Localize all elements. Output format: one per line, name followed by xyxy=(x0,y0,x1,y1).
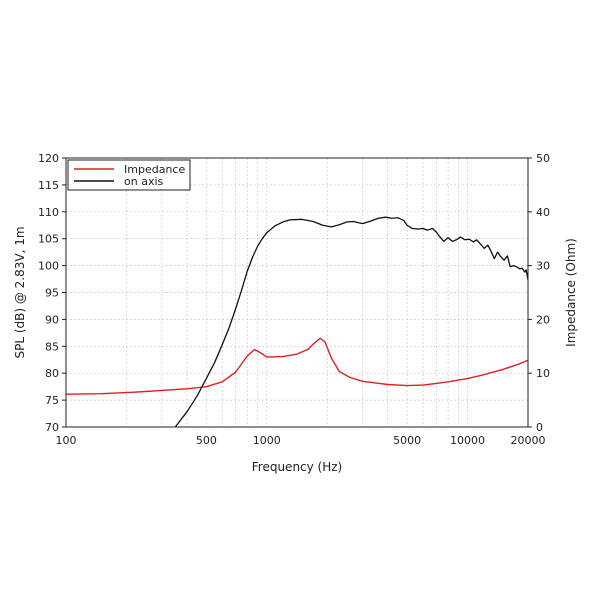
ticks: 100 500 1000 5000 10000 200007075808590951001… xyxy=(38,152,550,447)
y-tick-label: 105 xyxy=(38,233,59,246)
legend-label-on-axis: on axis xyxy=(124,175,164,188)
series-line-impedance xyxy=(66,337,528,395)
y2-tick-label: 50 xyxy=(536,152,550,165)
y-tick-label: 100 xyxy=(38,260,59,273)
x-tick-label: 20000 xyxy=(511,434,546,447)
x-tick-label: 500 xyxy=(196,434,217,447)
y2-tick-label: 10 xyxy=(536,367,550,380)
x-axis-title: Frequency (Hz) xyxy=(252,460,343,474)
y-tick-label: 85 xyxy=(45,340,59,353)
y2-tick-label: 30 xyxy=(536,260,550,273)
y-tick-label: 70 xyxy=(45,421,59,434)
legend: Impedance on axis xyxy=(67,159,191,191)
y2-axis-title: Impedance (Ohm) xyxy=(564,238,578,347)
x-tick-label: 100 xyxy=(56,434,77,447)
y-tick-label: 80 xyxy=(45,367,59,380)
y2-tick-label: 40 xyxy=(536,206,550,219)
grid xyxy=(66,158,528,427)
y-tick-label: 95 xyxy=(45,287,59,300)
y-tick-label: 90 xyxy=(45,313,59,326)
legend-box xyxy=(67,159,191,191)
legend-label-impedance: Impedance xyxy=(124,163,185,176)
y2-tick-label: 0 xyxy=(536,421,543,434)
x-tick-label: 10000 xyxy=(450,434,485,447)
y-tick-label: 75 xyxy=(45,394,59,407)
y2-tick-label: 20 xyxy=(536,313,550,326)
x-tick-label: 5000 xyxy=(393,434,421,447)
series-line-on-axis xyxy=(174,216,528,427)
series-layer xyxy=(66,216,528,427)
y-axis-title: SPL (dB) @ 2.83V, 1m xyxy=(13,226,27,358)
y-tick-label: 115 xyxy=(38,179,59,192)
y-tick-label: 120 xyxy=(38,152,59,165)
x-tick-label: 1000 xyxy=(253,434,281,447)
y-tick-label: 110 xyxy=(38,206,59,219)
